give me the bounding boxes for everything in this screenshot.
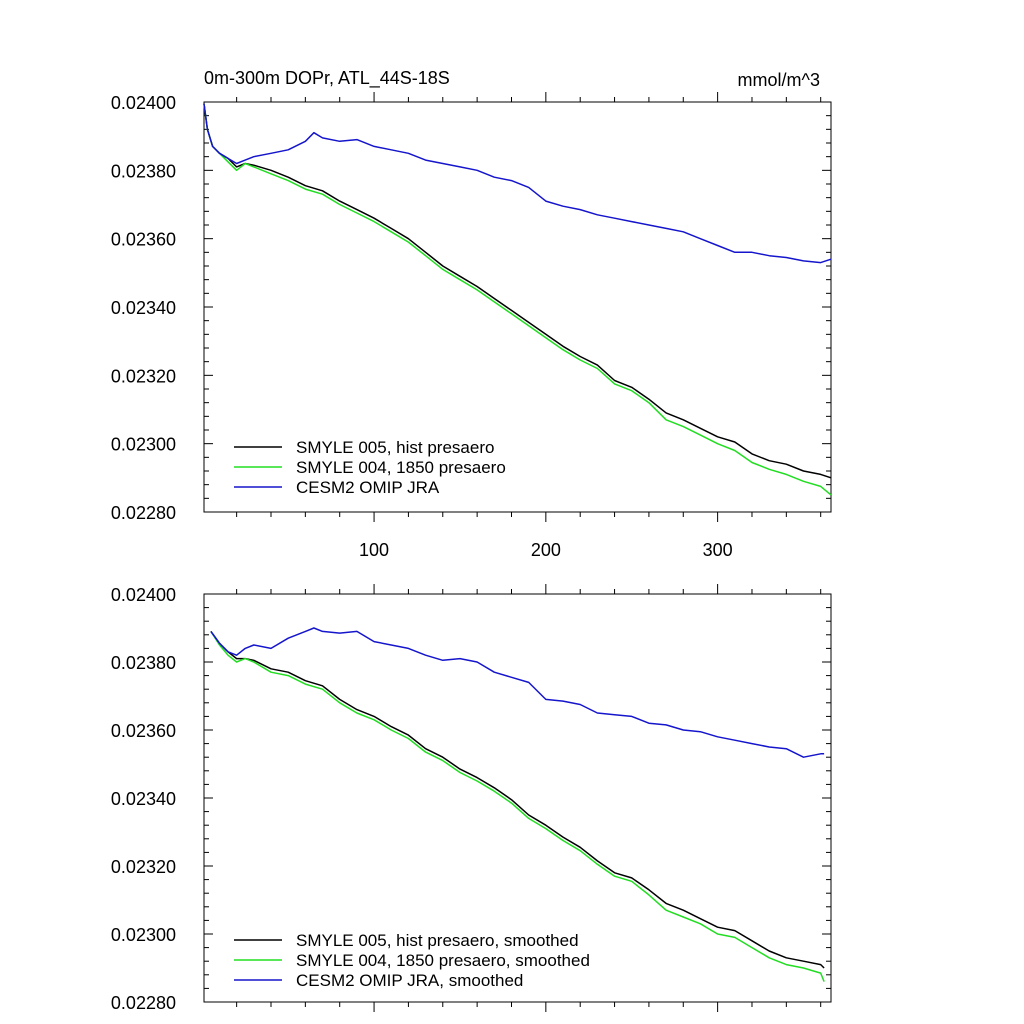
top-panel: 0.02280 0.02300 0.02320 0.02340 0.02360 0.023… [111,92,832,560]
y-tick-label: 0.02400 [111,585,176,605]
bottom-panel: 0.02280 0.02300 0.02320 0.02340 0.02360 0.023… [111,584,832,1013]
y-tick-label: 0.02300 [111,435,176,455]
series-line-1 [210,630,825,982]
figure-title: 0m-300m DOPr, ATL_44S-18S [204,68,450,89]
legend-label-2: CESM2 OMIP JRA, smoothed [296,971,523,990]
y-tick-label: 0.02320 [111,366,176,386]
units-label: mmol/m^3 [738,70,820,90]
x-tick-label: 200 [531,540,561,560]
legend-label-0: SMYLE 005, hist presaero, smoothed [296,931,579,950]
y-tick-label: 0.02380 [111,653,176,673]
legend-label-2: CESM2 OMIP JRA [296,478,440,497]
x-tick-label: 300 [703,540,733,560]
x-tick-label: 100 [359,540,389,560]
y-tick-label: 0.02280 [111,993,176,1013]
legend-label-0: SMYLE 005, hist presaero [296,438,494,457]
y-tick-label: 0.02340 [111,789,176,809]
y-tick-label: 0.02320 [111,857,176,877]
y-tick-label: 0.02300 [111,925,176,945]
y-tick-label: 0.02400 [111,93,176,113]
y-tick-label: 0.02340 [111,298,176,318]
series-line-2 [203,103,832,264]
y-tick-label: 0.02360 [111,230,176,250]
y-tick-label: 0.02280 [111,503,176,523]
y-tick-label: 0.02360 [111,721,176,741]
series-line-2 [210,627,825,758]
legend-label-1: SMYLE 004, 1850 presaero, smoothed [296,951,590,970]
series-line-1 [203,103,832,496]
series-line-0 [210,630,825,969]
y-tick-label: 0.02380 [111,161,176,181]
series-line-0 [203,103,832,479]
legend-label-1: SMYLE 004, 1850 presaero [296,458,506,477]
